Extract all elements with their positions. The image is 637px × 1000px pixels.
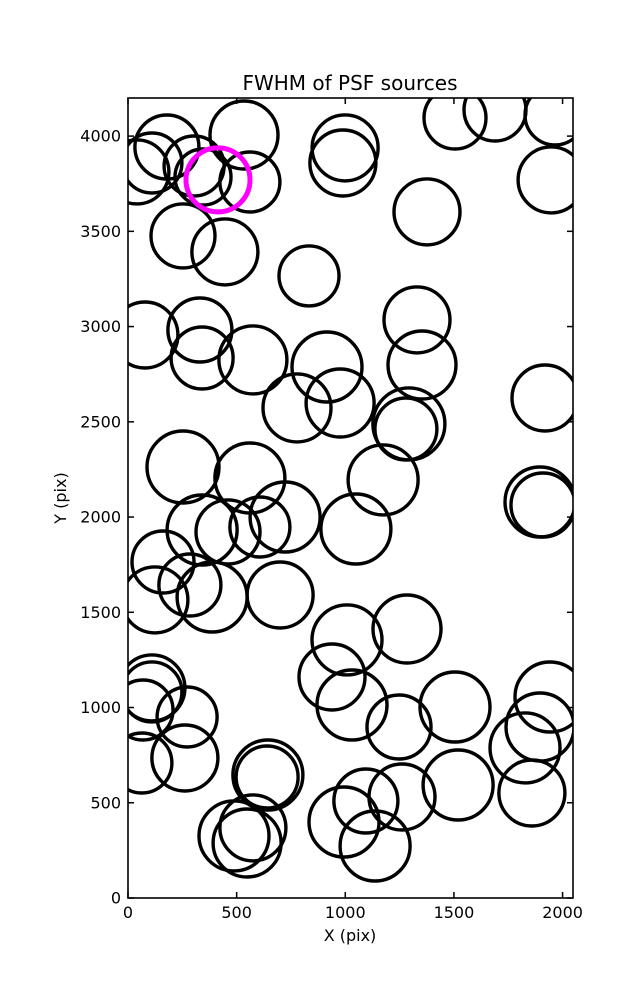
psf-source-circle [290, 330, 364, 404]
psf-source-circle [338, 809, 412, 883]
psf-source-circle [365, 693, 433, 761]
y-tick-label: 1000 [80, 698, 121, 717]
psf-source-circle [231, 738, 305, 812]
psf-source-circle [130, 529, 196, 595]
psf-source-circle [149, 202, 217, 270]
psf-source-circle [128, 660, 184, 724]
chart-title: FWHM of PSF sources [242, 71, 457, 95]
psf-source-circle [513, 660, 573, 734]
x-axis-label: X (pix) [324, 926, 377, 945]
psf-source-circle [421, 748, 495, 822]
y-tick-label: 500 [90, 793, 121, 812]
y-tick-label: 2500 [80, 412, 121, 431]
psf-sources-layer [128, 98, 573, 883]
psf-source-circle [128, 131, 184, 195]
psf-source-circle [190, 217, 260, 287]
psf-source-circle [462, 98, 528, 143]
x-tick-label: 500 [221, 903, 252, 922]
axes-border [127, 97, 574, 899]
psf-source-circle [346, 443, 420, 517]
psf-source-circle [304, 367, 376, 439]
x-tick-label: 0 [123, 903, 133, 922]
psf-source-circle [128, 565, 190, 635]
psf-source-circle [504, 691, 573, 763]
psf-source-circle [310, 113, 380, 183]
psf-source-circle [297, 642, 367, 712]
y-tick-label: 1500 [80, 603, 121, 622]
y-tick-label: 3000 [80, 317, 121, 336]
axes-frame: 0 500 1000 1500 2000 0 500 1000 1500 2000 2500 3000… [80, 97, 583, 922]
psf-source-circle [488, 711, 562, 785]
psf-source-circle [128, 300, 180, 370]
psf-source-circle [248, 480, 322, 554]
psf-source-circle [371, 593, 443, 665]
psf-source-circle [386, 329, 458, 401]
psf-source-circle [218, 793, 288, 863]
psf-source-circle [150, 723, 220, 793]
psf-source-circle [510, 363, 573, 433]
psf-source-circle [128, 731, 174, 795]
y-tick-label: 3500 [80, 222, 121, 241]
psf-source-circle [194, 498, 262, 566]
psf-source-circle [523, 98, 573, 147]
psf-source-circle [169, 325, 235, 391]
highlighted-psf-source-circle [183, 145, 253, 215]
psf-source-circle [217, 324, 289, 396]
psf-source-circle [392, 177, 462, 247]
psf-source-circle [228, 495, 292, 559]
psf-source-circle [157, 552, 223, 618]
psf-source-circle [422, 98, 488, 151]
psf-source-circle [497, 758, 567, 828]
psf-source-circle [277, 244, 341, 308]
psf-source-circle [218, 150, 282, 214]
psf-source-circle [516, 145, 573, 215]
psf-source-circle [166, 296, 234, 364]
psf-source-circle [128, 138, 171, 206]
psf-source-circle [208, 99, 280, 171]
y-tick-label: 2000 [80, 508, 121, 527]
psf-source-circle [165, 493, 239, 567]
psf-source-circle [128, 678, 175, 742]
psf-source-circle [310, 603, 384, 677]
psf-source-circle [234, 744, 300, 810]
x-tick-label: 1500 [434, 903, 475, 922]
y-tick-label: 4000 [80, 127, 121, 146]
psf-source-circle [308, 128, 378, 198]
x-tick-label: 2000 [542, 903, 583, 922]
psf-source-circle [509, 471, 573, 539]
psf-source-circle [418, 670, 492, 744]
psf-source-circle [382, 285, 452, 355]
x-tick-label: 1000 [325, 903, 366, 922]
y-axis-label: Y (pix) [51, 472, 70, 524]
psf-source-circle [261, 372, 333, 444]
psf-source-circle [319, 492, 393, 566]
y-tick-label: 0 [111, 889, 121, 908]
psf-source-circle [373, 396, 439, 462]
psf-source-circle [332, 767, 400, 835]
psf-source-circle [307, 785, 381, 859]
psf-source-circle [145, 429, 221, 505]
psf-source-circle [245, 560, 315, 630]
psf-source-circle [315, 668, 389, 742]
psf-source-circle [155, 685, 219, 749]
